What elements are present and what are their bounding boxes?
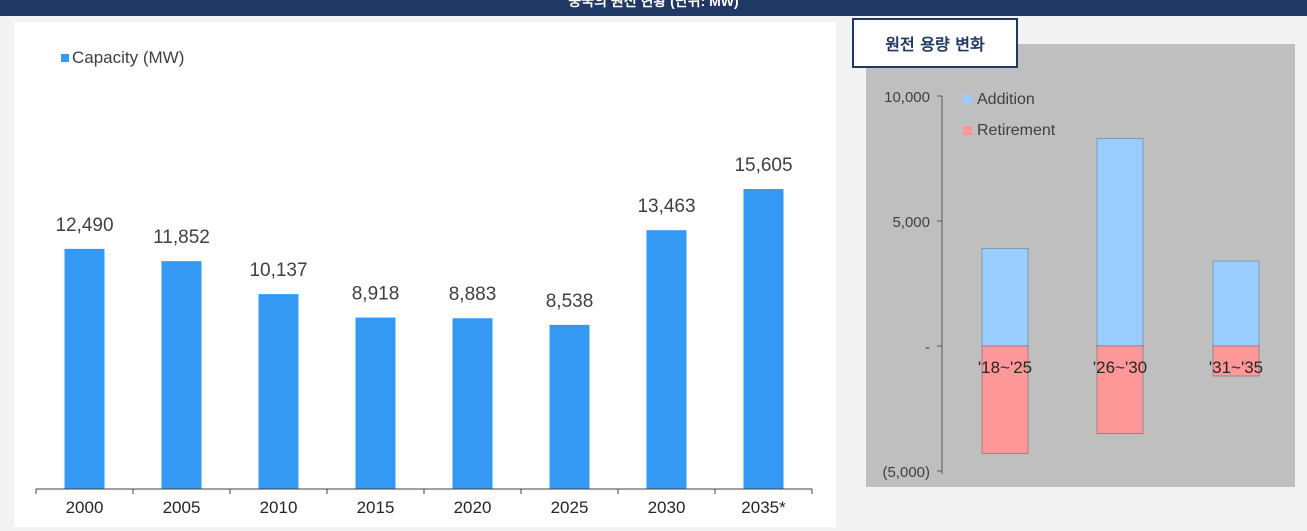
- legend-swatch-addition: [963, 95, 972, 104]
- bar-capacity-2020: [452, 318, 493, 489]
- bar-addition: [1212, 260, 1260, 347]
- page-header-bar: 중국의 원전 현황 (단위: MW): [0, 0, 1307, 16]
- data-label: 10,137: [249, 260, 307, 281]
- data-label: 8,918: [352, 284, 400, 305]
- page-header-title: 중국의 원전 현황 (단위: MW): [568, 0, 739, 9]
- legend-label-retirement: Retirement: [977, 122, 1056, 139]
- bar-addition: [981, 248, 1029, 347]
- data-label: 15,605: [734, 155, 792, 176]
- bar-capacity-2000: [64, 248, 105, 489]
- x-tick-label: '18~'25: [978, 358, 1032, 377]
- data-label: 13,463: [637, 196, 695, 217]
- x-tick-label: 2015: [357, 498, 395, 517]
- x-tick-label: 2025: [551, 498, 589, 517]
- x-tick-label: 2000: [66, 498, 104, 517]
- bar-capacity-2005: [161, 261, 202, 489]
- x-tick-label: 2035*: [741, 498, 786, 517]
- bar-capacity-2010: [258, 294, 299, 489]
- x-tick-label: 2005: [163, 498, 201, 517]
- x-tick-label: '26~'30: [1093, 358, 1147, 377]
- capacity-chart-panel: [14, 22, 836, 527]
- capacity-bar-chart: Capacity (MW) 12,490 2000 11,852 2005 10,137…: [35, 48, 813, 517]
- x-tick-label: 2030: [648, 498, 686, 517]
- legend-swatch-retirement: [963, 126, 972, 135]
- data-label: 8,883: [449, 284, 497, 305]
- legend-label-addition: Addition: [977, 91, 1035, 108]
- bar-capacity-2035: [743, 189, 784, 489]
- x-tick-label: '31~'35: [1209, 358, 1263, 377]
- chart-title: 원전 용량 변화: [885, 35, 985, 54]
- legend-label-capacity: Capacity (MW): [72, 48, 184, 67]
- bar-capacity-2030: [646, 230, 687, 489]
- x-tick-label: 2010: [260, 498, 298, 517]
- bar-retirement: [981, 345, 1029, 454]
- bar-capacity-2015: [355, 317, 396, 489]
- bar-retirement: [1212, 345, 1260, 377]
- x-tick-label: 2020: [454, 498, 492, 517]
- y-tick-label: (5,000): [882, 464, 930, 481]
- data-label: 8,538: [546, 291, 594, 312]
- chart-title-box: 원전 용량 변화: [852, 18, 1018, 68]
- y-tick-label: 5,000: [892, 214, 930, 231]
- legend-swatch-capacity: [61, 54, 69, 62]
- y-tick-label: -: [925, 339, 930, 356]
- data-label: 11,852: [153, 227, 210, 248]
- bar-capacity-2025: [549, 324, 590, 489]
- bar-retirement: [1096, 345, 1144, 434]
- data-label: 12,490: [55, 215, 113, 236]
- bar-addition: [1096, 138, 1144, 347]
- y-tick-label: 10,000: [884, 89, 930, 106]
